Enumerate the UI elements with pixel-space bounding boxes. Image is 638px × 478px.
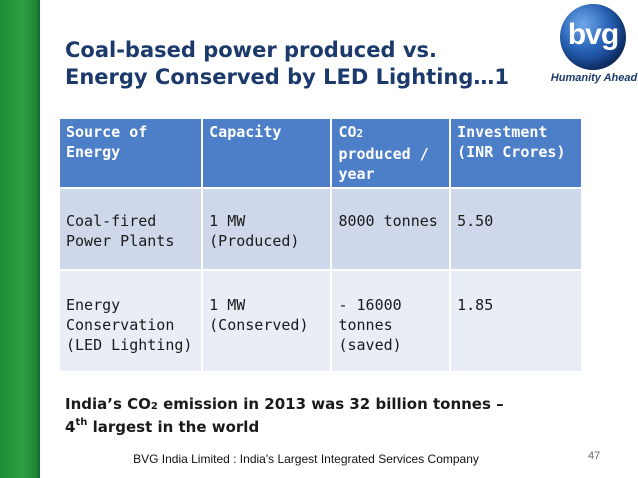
header-investment-line: Investment	[457, 123, 548, 141]
cell-line: (LED Lighting)	[66, 336, 193, 354]
cell-line: - 16000	[338, 296, 402, 314]
header-investment-line: (INR Crores)	[457, 143, 566, 161]
page-number: 47	[588, 450, 601, 462]
cell-line: tonnes	[338, 316, 393, 334]
cell-line: 5.50	[457, 212, 494, 230]
slide-title: Coal-based power produced vs. Energy Con…	[65, 37, 535, 91]
cell-line: Coal-fired	[66, 212, 157, 230]
cell-line: 1.85	[457, 296, 494, 314]
cell-capacity: 1 MW (Conserved)	[203, 271, 331, 371]
bvg-logo: bvg Humanity Ahead	[550, 2, 638, 90]
slide-title-line-1: Coal-based power produced vs.	[65, 38, 437, 62]
header-co2-subscript: 2	[356, 127, 364, 140]
cell-line: 8000 tonnes	[338, 212, 438, 230]
table-header-row: Source of Energy Capacity CO2 produced /…	[60, 119, 581, 187]
note-text: largest in the world	[87, 418, 260, 436]
slide-title-line-2: Energy Conserved by LED Lighting…1	[65, 65, 509, 89]
table-row: Coal-fired Power Plants 1 MW (Produced) …	[60, 189, 581, 269]
cell-line: (Conserved)	[209, 316, 309, 334]
cell-line: Power Plants	[66, 232, 175, 250]
note-subscript: 2	[150, 401, 158, 412]
cell-line: Conservation	[66, 316, 175, 334]
header-co2-prefix: CO	[338, 123, 357, 141]
header-investment: Investment (INR Crores)	[451, 119, 581, 187]
cell-line: (saved)	[338, 336, 402, 354]
note-text: 4	[65, 418, 76, 436]
cell-co2: 8000 tonnes	[332, 189, 450, 269]
cell-line: 1 MW	[209, 296, 246, 314]
logo-globe-icon	[560, 4, 626, 70]
emission-note: India’s CO2 emission in 2013 was 32 bill…	[65, 394, 565, 438]
cell-investment: 1.85	[451, 271, 581, 371]
cell-source: Coal-fired Power Plants	[60, 189, 202, 269]
header-source-line: Source of	[66, 123, 148, 141]
cell-line: (Produced)	[209, 232, 300, 250]
note-text: emission in 2013 was 32 billion tonnes –	[157, 395, 504, 413]
note-superscript: th	[75, 417, 88, 428]
cell-line: Energy	[66, 296, 121, 314]
logo-tagline: Humanity Ahead	[550, 72, 638, 84]
green-side-bar	[0, 0, 40, 478]
comparison-table: Source of Energy Capacity CO2 produced /…	[58, 117, 583, 373]
header-co2-line: produced /	[338, 145, 429, 163]
header-co2: CO2 produced / year	[332, 119, 450, 187]
note-line-2: 4th largest in the world	[65, 417, 565, 438]
note-text: India’s CO	[65, 395, 151, 413]
cell-capacity: 1 MW (Produced)	[203, 189, 331, 269]
note-line-1: India’s CO2 emission in 2013 was 32 bill…	[65, 394, 565, 417]
cell-co2: - 16000 tonnes (saved)	[332, 271, 450, 371]
header-capacity: Capacity	[203, 119, 331, 187]
header-co2-line: CO2	[338, 122, 443, 144]
header-co2-line: year	[338, 165, 375, 183]
header-source: Source of Energy	[60, 119, 202, 187]
cell-investment: 5.50	[451, 189, 581, 269]
logo-text: bvg	[567, 18, 619, 51]
table-row: Energy Conservation (LED Lighting) 1 MW …	[60, 271, 581, 371]
cell-line: 1 MW	[209, 212, 246, 230]
cell-source: Energy Conservation (LED Lighting)	[60, 271, 202, 371]
header-source-line: Energy	[66, 143, 121, 161]
header-capacity-label: Capacity	[209, 123, 282, 141]
footer-text: BVG India Limited : India's Largest Inte…	[133, 452, 479, 466]
